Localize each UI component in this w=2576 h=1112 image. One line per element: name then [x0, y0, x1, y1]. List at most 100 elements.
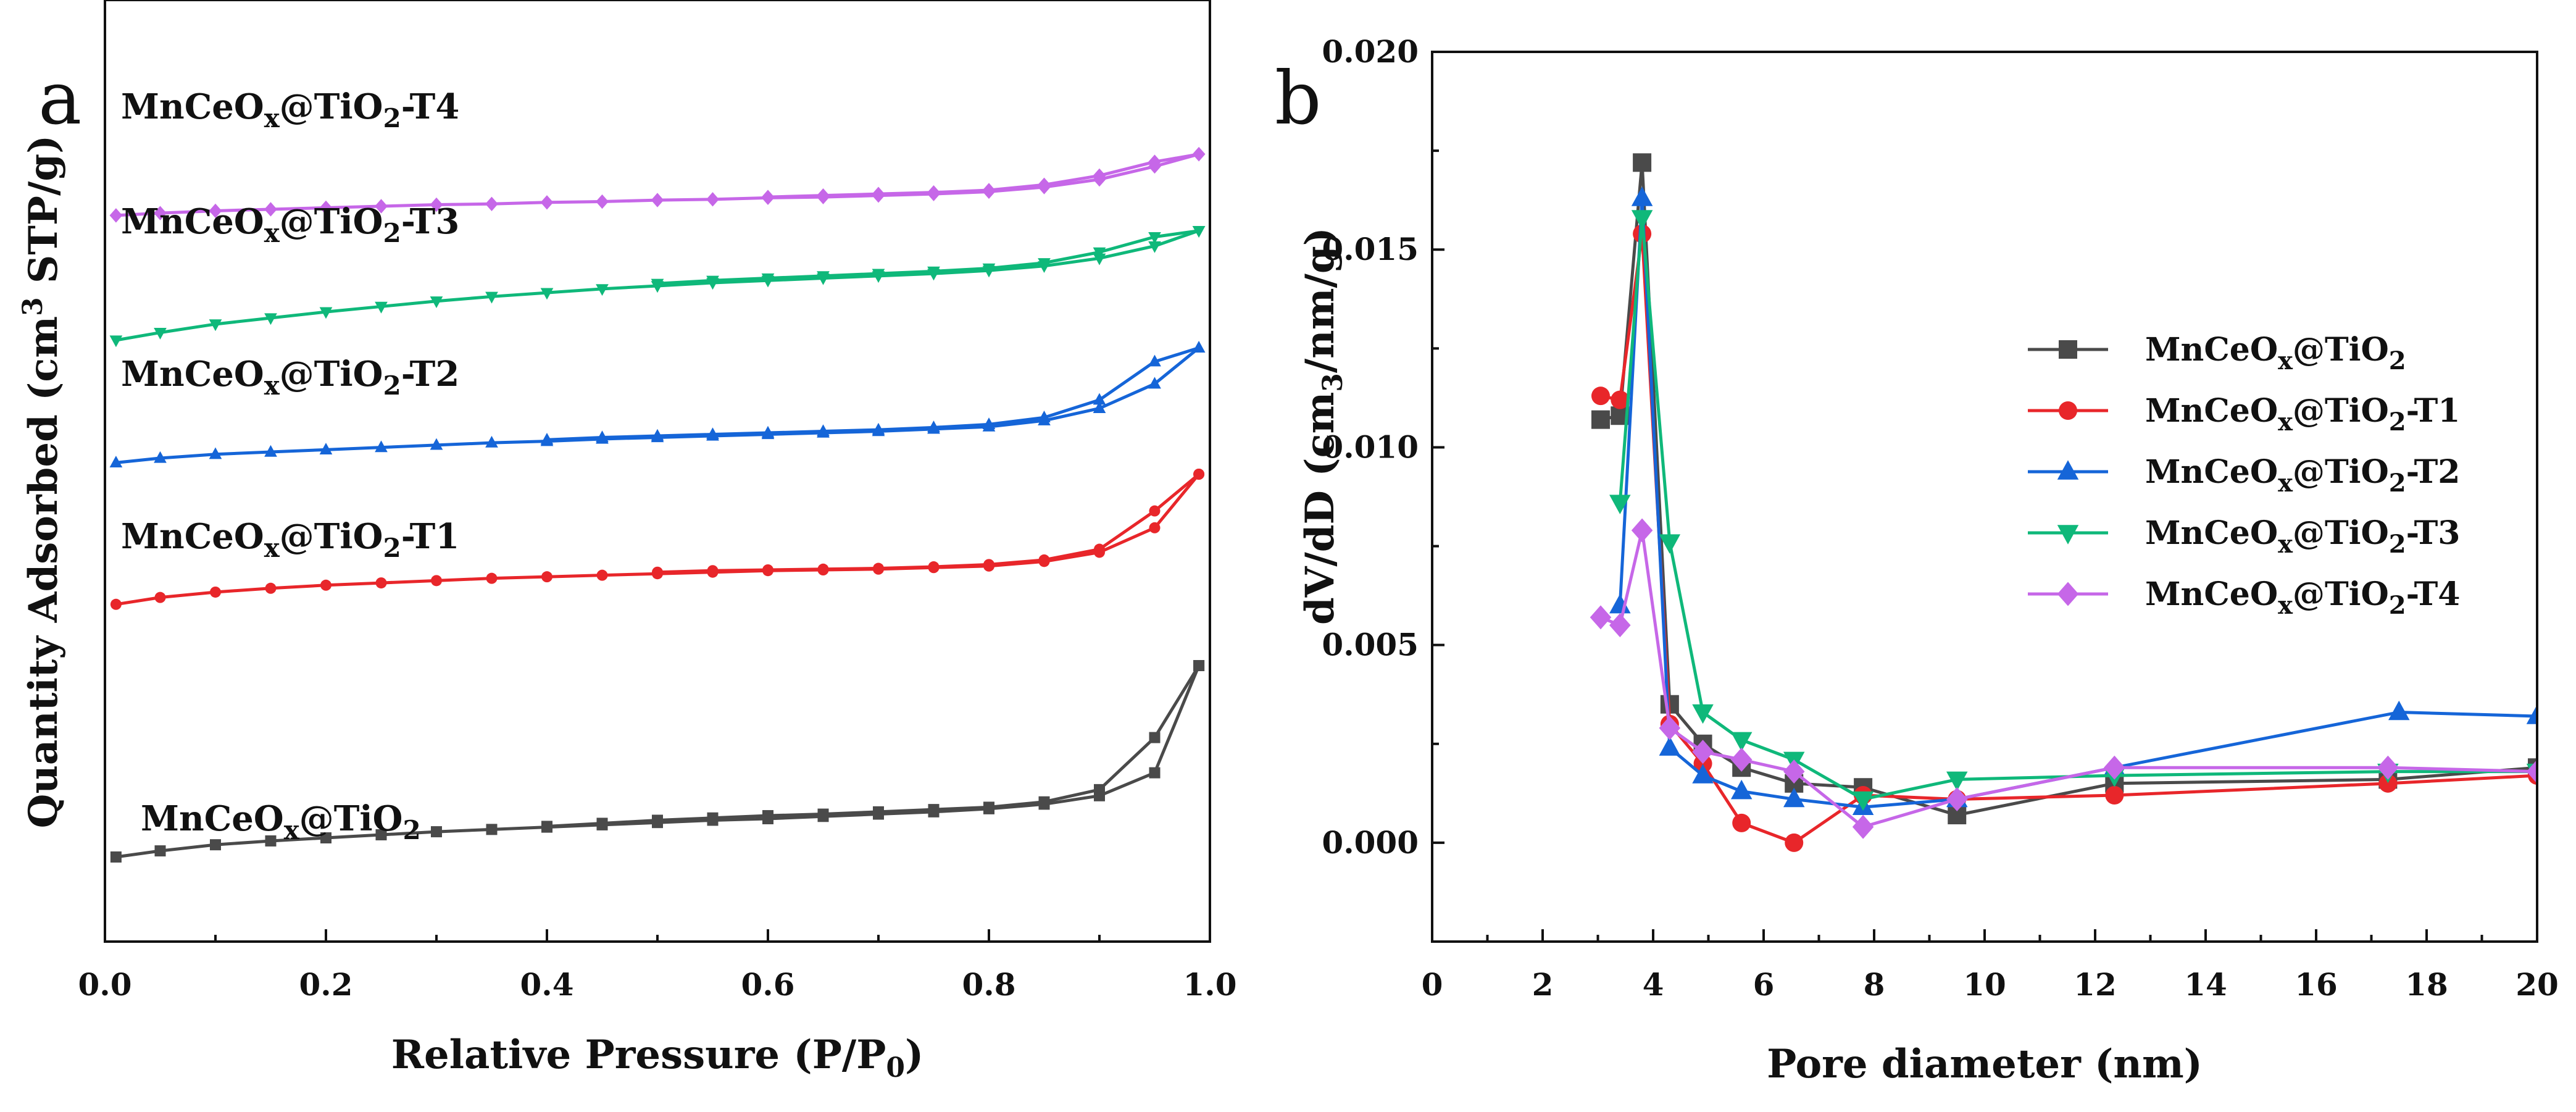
panel-a-point	[817, 563, 829, 575]
panel-b-y-axis-title: dV/dD (cm3/nm/g)	[1297, 227, 1349, 625]
panel-b-point	[1633, 153, 1652, 172]
panel-a-point	[707, 565, 719, 577]
panel-b-x-tick-label: 18	[2405, 966, 2448, 1003]
panel-a-series-label-4: MnCeOx@TiO2-T4	[121, 86, 459, 133]
panel-a-point	[651, 428, 664, 441]
panel-a-point	[1038, 796, 1050, 808]
panel-a-point	[1094, 784, 1105, 795]
panel-a-point	[375, 440, 388, 453]
panel-b-y-tick-label: 0.005	[1322, 627, 1419, 663]
panel-a-point	[210, 839, 221, 851]
panel-a-point	[1193, 469, 1205, 480]
panel-b-point	[2105, 786, 2124, 805]
panel-b-x-tick-label: 0	[1422, 966, 1443, 1003]
panel-b-point	[1730, 747, 1753, 772]
panel-a-point	[430, 438, 443, 450]
panel-a-point	[540, 195, 554, 210]
panel-a-point	[762, 810, 773, 822]
panel-a-point	[1192, 146, 1206, 162]
panel-b-point	[1659, 736, 1681, 756]
panel-a-point	[540, 288, 554, 300]
legend-marker-3	[2057, 525, 2079, 545]
panel-a-point	[596, 194, 609, 209]
panel-b-point	[2378, 774, 2398, 793]
panel-b-y-tick-label: 0.000	[1322, 824, 1419, 861]
panel-a-point	[982, 183, 996, 198]
panel-a-point	[154, 451, 167, 463]
panel-b-point	[1659, 716, 1681, 740]
panel-b-point	[1631, 186, 1653, 206]
panel-a-point	[209, 319, 222, 332]
panel-a-series-3	[109, 226, 1206, 348]
panel-a-point	[264, 313, 277, 325]
panel-a-point	[1148, 354, 1161, 367]
panel-a-point	[872, 422, 885, 435]
panel-a-point	[154, 845, 166, 857]
panel-b-x-tick-label: 6	[1753, 966, 1775, 1003]
panel-a-point	[1093, 393, 1106, 405]
panel-b-point	[1609, 613, 1631, 638]
panel-a-point	[1149, 522, 1161, 533]
panel-a-point	[651, 278, 664, 291]
panel-b-point	[1692, 764, 1714, 784]
panel-a-point	[1093, 168, 1106, 183]
panel-b-series-2	[1609, 186, 2537, 815]
panel-b-point	[2104, 755, 2125, 780]
panel-a-point	[928, 561, 940, 573]
panel-a-point	[209, 447, 222, 459]
panel-b-point	[1590, 605, 1612, 630]
panel-b-y-tick-label: 0.015	[1322, 231, 1419, 267]
panel-a-point	[1093, 253, 1106, 265]
panel-a-desorption-line-1	[657, 473, 1200, 574]
panel-a-point	[1093, 401, 1106, 414]
panel-a-point	[1038, 258, 1051, 270]
panel-a-point	[486, 572, 498, 584]
panel-a-point	[319, 200, 333, 215]
panel-a-x-tick-label: 0.0	[78, 966, 132, 1003]
panel-a-series-label-1: MnCeOx@TiO2-T1	[121, 516, 459, 563]
panel-a-point	[983, 559, 994, 571]
panel-a-series-label-0: MnCeOx@TiO2	[141, 798, 421, 845]
panel-a-point	[541, 821, 552, 832]
panel-a-point	[873, 562, 884, 574]
panel-a-point	[210, 586, 221, 598]
panel-b-y-tick-label: 0.020	[1322, 33, 1419, 70]
panel-b-point	[1730, 779, 1753, 800]
panel-b-y-tick-label: 0.010	[1322, 428, 1419, 465]
legend-marker-0	[2059, 340, 2077, 359]
panel-a-point	[1148, 232, 1161, 244]
panel-a-point	[319, 443, 333, 454]
panel-a-point	[1149, 505, 1161, 517]
panel-b-x-tick-label: 10	[1963, 966, 2006, 1003]
panel-a-point	[982, 263, 996, 275]
panel-a-point	[264, 445, 277, 457]
panel-a-point	[1149, 767, 1161, 779]
panel-a-series-2	[109, 341, 1206, 468]
legend-marker-2	[2057, 460, 2079, 480]
panel-a-x-tick-label: 1.0	[1183, 966, 1237, 1003]
panel-b-x-tick-label: 2	[1532, 966, 1554, 1003]
panel-b-x-tick-label: 16	[2295, 966, 2338, 1003]
panel-a-point	[540, 432, 554, 445]
panel-b-x-tick-label: 4	[1643, 966, 1664, 1003]
panel-a-point	[761, 190, 775, 204]
panel-a-point	[1148, 241, 1161, 253]
panel-a-point	[154, 206, 167, 220]
panel-a-series-0	[110, 660, 1205, 863]
panel-a-point	[430, 296, 443, 309]
panel-b-point	[1785, 833, 1804, 852]
panel-b-point	[1631, 518, 1653, 543]
panel-a-point	[320, 579, 331, 591]
panel-a-point	[265, 582, 277, 594]
panel-a-point	[319, 307, 333, 319]
panel-a-letter: a	[38, 56, 81, 141]
panel-a-point	[1093, 247, 1106, 259]
panel-a-point	[1148, 154, 1161, 169]
panel-a-point	[817, 188, 830, 203]
panel-b-point	[2526, 759, 2537, 784]
panel-b-point	[2388, 700, 2410, 721]
panel-a-point	[872, 269, 885, 281]
panel-b-point	[1783, 787, 1805, 808]
panel-b-x-tick-label: 14	[2184, 966, 2227, 1003]
